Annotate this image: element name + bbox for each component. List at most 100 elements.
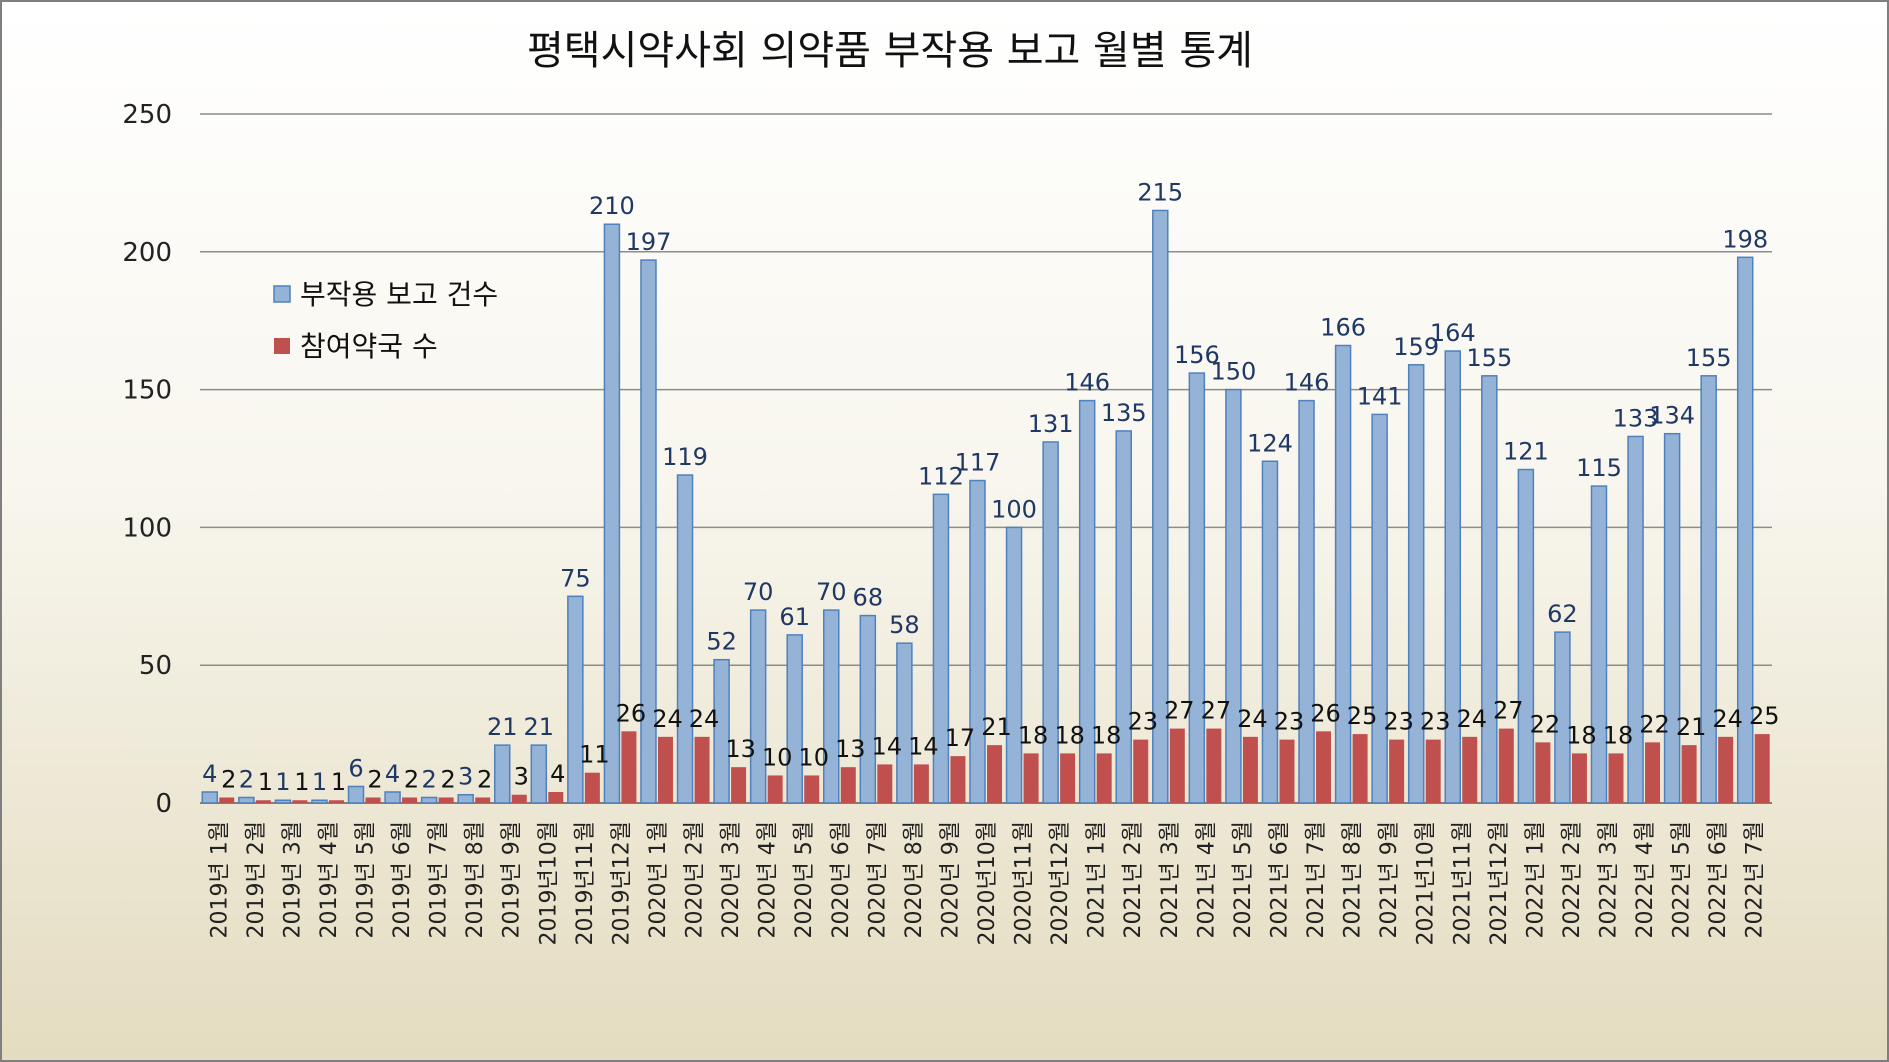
data-label-reports: 121 [1503,438,1549,466]
x-tick-label: 2020년 1월 [646,821,671,938]
data-label-reports: 133 [1613,404,1659,432]
data-label-pharmacies: 18 [1566,721,1597,749]
chart-title: 평택시약사회 의약품 부작용 보고 월별 통계 [527,28,1253,74]
bar-reports [603,223,621,804]
bar-reports [1481,375,1498,804]
x-tick-label: 2022년 2월 [1560,821,1585,938]
x-tick-label: 2022년 1월 [1523,821,1548,938]
data-label-pharmacies: 10 [762,743,793,771]
data-label-pharmacies: 27 [1493,697,1524,725]
y-tick-label: 100 [122,513,172,543]
bar-pharmacies [877,764,893,803]
data-label-pharmacies: 11 [579,741,610,769]
data-label-pharmacies: 2 [440,765,455,793]
data-label-pharmacies: 27 [1201,697,1232,725]
bar-reports [932,493,950,804]
bar-reports [1005,526,1023,804]
bar-reports [238,796,255,804]
bar-reports [859,614,877,804]
bar-reports [1407,364,1425,804]
x-tick-label: 2020년 7월 [865,821,890,938]
bar-reports [969,479,986,804]
data-label-reports: 117 [955,449,1001,477]
x-tick-label: 2019년 3월 [280,821,305,938]
y-tick-label: 200 [122,238,172,268]
data-label-reports: 146 [1064,369,1110,397]
data-label-reports: 2 [421,765,436,793]
data-label-reports: 4 [385,760,400,788]
bar-pharmacies [584,772,600,803]
data-label-pharmacies: 18 [1018,721,1049,749]
bar-pharmacies [657,736,673,803]
bar-reports [823,609,840,804]
x-tick-label: 2020년10월 [975,821,1000,945]
x-tick-label: 2019년 6월 [390,821,415,938]
x-tick-label: 2019년 8월 [463,821,488,938]
legend-swatch-pharmacies [274,338,290,354]
data-label-pharmacies: 2 [477,765,492,793]
data-label-reports: 150 [1211,358,1257,386]
bar-reports [1261,460,1279,804]
bar-pharmacies [804,775,820,803]
data-label-reports: 134 [1649,402,1695,430]
legend: 부작용 보고 건수 참여약국 수 [273,278,498,363]
bar-pharmacies [1462,736,1478,803]
x-tick-label: 2021년 8월 [1341,821,1366,938]
bar-pharmacies [1023,753,1039,803]
x-tick-label: 2019년 9월 [500,821,525,938]
data-label-reports: 1 [275,768,290,796]
data-label-reports: 210 [589,192,635,220]
bar-reports [1078,399,1096,804]
data-label-pharmacies: 24 [689,705,720,733]
bar-pharmacies [1133,739,1149,803]
x-tick-label: 2019년 7월 [427,821,452,938]
x-tick-label: 2022년 5월 [1670,821,1695,938]
bar-pharmacies [1352,734,1368,803]
data-label-reports: 131 [1028,410,1074,438]
x-tick-label: 2021년12월 [1487,821,1512,945]
legend-swatch-reports [273,285,291,303]
data-label-reports: 166 [1320,314,1366,342]
x-tick-label: 2019년10월 [536,821,561,945]
bar-reports [713,658,730,804]
data-label-reports: 197 [626,228,672,256]
x-tick-label: 2020년 3월 [719,821,744,938]
bar-pharmacies [1389,739,1405,803]
x-tick-label: 2019년 4월 [317,821,342,938]
data-label-reports: 21 [487,713,518,741]
data-label-reports: 52 [706,628,737,656]
bar-pharmacies [1608,753,1624,803]
data-label-pharmacies: 23 [1383,708,1414,736]
x-tick-label: 2020년 4월 [756,821,781,938]
data-label-pharmacies: 25 [1347,702,1378,730]
bar-reports [1334,344,1352,804]
bar-reports [420,796,438,804]
y-tick-label: 150 [122,376,172,406]
bar-pharmacies [438,797,454,803]
bar-reports [1736,256,1754,804]
data-label-pharmacies: 1 [294,768,309,796]
data-label-reports: 215 [1137,178,1183,206]
data-label-pharmacies: 24 [1712,705,1743,733]
bar-pharmacies [1645,742,1661,803]
x-tick-label: 2019년12월 [609,821,634,945]
data-label-reports: 100 [991,495,1037,523]
bar-pharmacies [767,775,783,803]
bar-pharmacies [548,791,564,803]
x-tick-label: 2020년12월 [1048,821,1073,945]
data-label-reports: 58 [889,611,920,639]
bar-pharmacies [840,767,856,803]
bar-reports [1115,430,1132,804]
bar-pharmacies [255,800,271,803]
data-label-pharmacies: 22 [1639,710,1670,738]
bar-reports [749,609,767,804]
data-label-pharmacies: 14 [908,732,939,760]
data-label-reports: 115 [1576,454,1622,482]
data-label-pharmacies: 18 [1091,721,1122,749]
data-label-pharmacies: 18 [1603,721,1634,749]
x-tick-label: 2020년11월 [1012,821,1037,945]
data-label-reports: 124 [1247,429,1293,457]
data-label-reports: 61 [779,603,810,631]
bar-reports [1663,432,1681,804]
